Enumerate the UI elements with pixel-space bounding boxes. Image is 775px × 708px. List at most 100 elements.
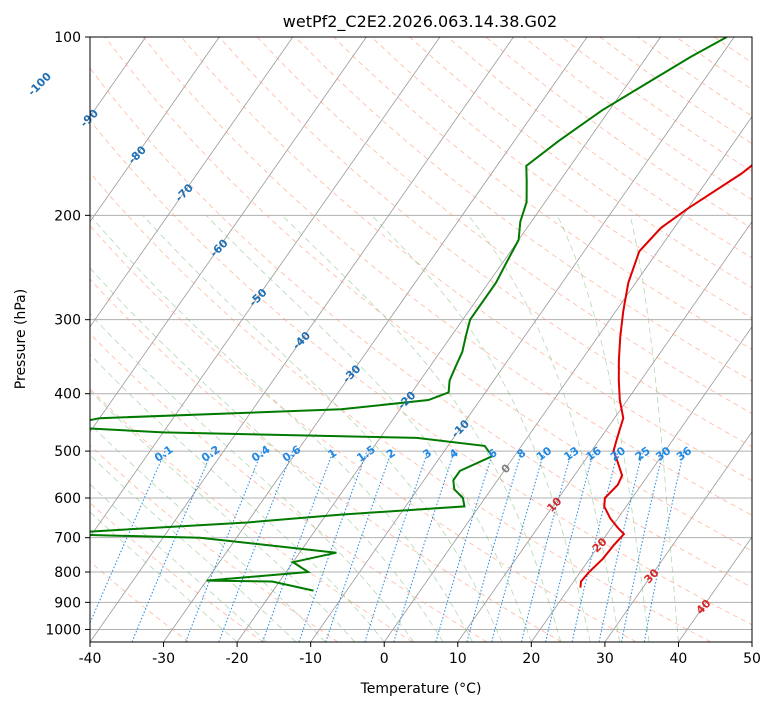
isotherm-label-zero: 0 [499, 461, 514, 476]
dry-adiabat [752, 37, 775, 642]
mixing-ratio-line [491, 450, 545, 642]
isotherm-line [531, 326, 752, 642]
x-tick-label: 10 [449, 651, 467, 667]
mixing-ratio-line [364, 450, 429, 642]
mixing-ratio-label: 10 [534, 444, 554, 464]
mixing-ratio-line [621, 450, 664, 642]
dry-adiabat [218, 37, 752, 448]
dry-adiabat [371, 37, 752, 319]
isotherm-label: -10 [449, 417, 472, 440]
isotherm-label: -80 [126, 143, 149, 166]
isotherm-label: -30 [340, 362, 363, 385]
mixing-ratio-line [325, 450, 393, 642]
isotherm-line [90, 37, 367, 433]
isotherm-line [90, 37, 514, 642]
x-tick-label: 50 [743, 651, 761, 667]
dry-adiabat [485, 37, 752, 229]
mixing-ratio-label: 30 [653, 444, 673, 464]
isotherm-label: -100 [25, 70, 54, 99]
dry-adiabat [90, 502, 264, 642]
isotherm-line [383, 115, 752, 642]
x-tick-label: -20 [226, 651, 249, 667]
x-tick-label: -40 [79, 651, 102, 667]
mixing-ratio-label: 3 [420, 446, 434, 461]
mixing-ratio-line [131, 450, 213, 642]
mixing-ratio-label: 2 [384, 446, 398, 461]
mixing-ratio-line [218, 450, 294, 642]
mixing-ratio-label: 0.4 [249, 443, 273, 465]
moist-adiabat [90, 215, 473, 642]
mixing-ratio-label: 0.1 [152, 443, 175, 465]
mixing-ratio-line [262, 450, 334, 642]
mixing-ratio-label: 4 [447, 446, 461, 461]
dry-adiabat [523, 37, 752, 201]
x-tick-label: 30 [596, 651, 614, 667]
dry-adiabat [90, 333, 488, 642]
y-axis-label: Pressure (hPa) [13, 289, 29, 389]
isotherm-line [90, 37, 220, 223]
isotherm-label: -20 [395, 389, 418, 412]
mixing-ratio-line [185, 450, 263, 642]
moist-adiabat [467, 215, 620, 642]
mixing-ratio-line [521, 450, 573, 642]
isotherm-line [678, 536, 752, 642]
y-tick-label: 400 [54, 387, 81, 403]
dry-adiabat [90, 119, 752, 626]
moist-adiabat [205, 215, 532, 642]
isotherm-line [90, 37, 294, 328]
isotherm-line [457, 220, 752, 642]
mixing-ratio-label: 36 [674, 444, 694, 464]
dry-adiabat [90, 172, 711, 642]
isotherm-label: -60 [207, 236, 230, 259]
plot-frame [89, 36, 753, 643]
chart-title: wetPf2_C2E2.2026.063.14.38.G02 [283, 12, 557, 32]
x-tick-label: 40 [670, 651, 688, 667]
moist-adiabat [281, 215, 562, 642]
axis-ticks: -40 -30 -20 -10 0 10 20 30 40 5010009008007006005… [45, 30, 761, 667]
plot-clip-group [90, 37, 775, 642]
plot-area: 0.1 0.2 0.4 0.6 1 1.5 2 3 4 6 8 10 13 16 20 25 30 36-100-… [25, 36, 775, 643]
dry-adiabat [295, 37, 752, 382]
moist-adiabat [557, 215, 650, 642]
y-tick-label: 300 [54, 313, 81, 329]
y-tick-label: 600 [54, 491, 81, 507]
isotherm-label: 10 [544, 494, 564, 514]
mixing-ratio-line [545, 450, 595, 642]
y-tick-label: 700 [54, 531, 81, 547]
dry-adiabat [333, 37, 752, 350]
dry-adiabat [90, 444, 339, 642]
temperature-profile [579, 164, 752, 588]
moist-adiabat [90, 454, 297, 642]
moist-adiabat [90, 267, 444, 642]
isotherm-line [236, 37, 661, 642]
moist-adiabat [90, 483, 267, 642]
dry-adiabat [599, 37, 752, 145]
isotherm-line [751, 641, 752, 642]
y-tick-label: 100 [54, 30, 81, 46]
mixing-ratio-line [643, 450, 685, 642]
y-tick-label: 900 [54, 595, 81, 611]
isotherm-label: -40 [290, 329, 313, 352]
dry-adiabat [90, 225, 637, 642]
mixing-ratio-line [435, 450, 494, 642]
dewpoint-profile [90, 37, 728, 592]
isotherm-label: 40 [694, 597, 714, 617]
y-tick-label: 200 [54, 208, 81, 224]
x-tick-label: 0 [380, 651, 389, 667]
dry-adiabat [675, 37, 752, 90]
moist-adiabat [629, 215, 679, 642]
dry-adiabat [90, 388, 413, 642]
x-tick-label: 20 [522, 651, 540, 667]
y-tick-label: 800 [54, 565, 81, 581]
mixing-ratio-label: 13 [562, 444, 582, 463]
moist-adiabat [371, 215, 591, 642]
mixing-ratio-line [393, 450, 455, 642]
isotherm-label: -70 [173, 181, 196, 204]
mixing-ratio-line [90, 450, 166, 625]
isotherm-line [310, 37, 735, 642]
isotherm-line [163, 37, 588, 642]
x-tick-label: -10 [299, 651, 322, 667]
isotherm-line [90, 37, 441, 538]
mixing-ratio-line [298, 450, 368, 642]
